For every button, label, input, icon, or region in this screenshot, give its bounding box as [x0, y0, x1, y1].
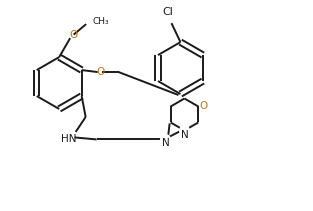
Text: O: O: [69, 30, 77, 40]
Text: O: O: [96, 67, 105, 77]
Text: CH₃: CH₃: [92, 17, 109, 26]
Text: Cl: Cl: [162, 7, 173, 17]
Text: N: N: [162, 138, 170, 148]
Text: HN: HN: [61, 134, 77, 144]
Text: N: N: [181, 130, 188, 140]
Text: O: O: [199, 101, 208, 111]
